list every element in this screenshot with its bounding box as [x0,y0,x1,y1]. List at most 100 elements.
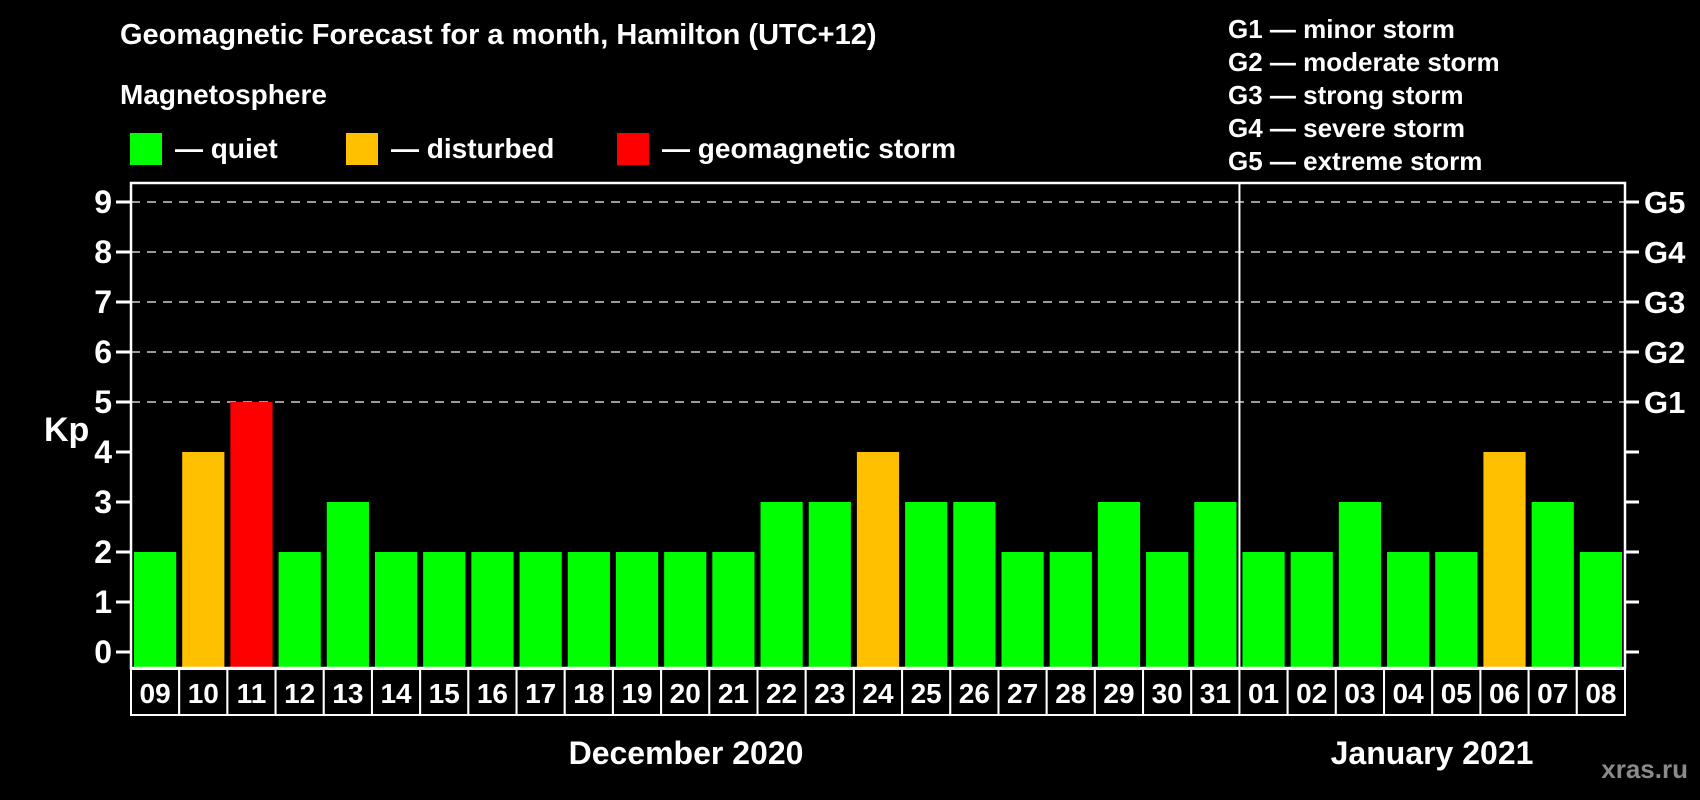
date-cell-26 [949,668,1000,716]
date-cell-15 [419,668,470,716]
chart-subtitle: Magnetosphere [120,79,327,110]
kp-bar-20 [664,552,707,668]
date-cell-20 [660,668,711,716]
date-label-04: 04 [1393,678,1425,709]
date-cell-31 [1190,668,1241,716]
kp-bar-27 [1001,552,1044,668]
date-cell-01 [1238,668,1289,716]
kp-bar-08 [1579,552,1622,668]
kp-bar-18 [567,552,610,668]
kp-bar-06 [1483,452,1526,668]
kp-bar-24 [856,452,900,668]
date-label-22: 22 [766,678,797,709]
date-cell-17 [515,668,566,716]
g-level-gridlines [131,201,1625,403]
date-cell-19 [611,668,663,716]
g-scale-line-g4: G4 — severe storm [1228,113,1466,143]
g-scale-legend: G1 — minor storm G2 — moderate storm G3 … [1228,13,1500,178]
kp-bar-13 [326,502,369,668]
kp-bar-22 [760,502,803,668]
date-label-20: 20 [670,678,701,709]
date-label-09: 09 [140,678,171,709]
legend-item-storm: — geomagnetic storm [617,132,956,166]
date-label-23: 23 [814,678,845,709]
y-tick-label-2: 2 [94,534,112,570]
date-label-16: 16 [477,678,508,709]
g-scale-line-g2: G2 — moderate storm [1228,47,1500,77]
watermark: xras.ru [1601,754,1688,784]
y-tick-label-3: 3 [94,484,112,520]
kp-bar-04 [1387,552,1430,668]
date-label-31: 31 [1200,678,1231,709]
kp-bar-12 [278,552,321,668]
g-scale-line-g5: G5 — extreme storm [1228,146,1483,176]
date-label-18: 18 [573,678,604,709]
right-axis-label-g1: G1 [1644,385,1685,420]
date-cell-18 [563,668,614,716]
kp-bar-15 [423,552,466,668]
date-cell-09 [130,668,181,716]
kp-bar-28 [1049,552,1092,668]
kp-bar-01 [1242,552,1285,668]
kp-bar-05 [1435,552,1478,668]
date-label-14: 14 [380,678,412,709]
date-label-19: 19 [621,678,652,709]
kp-bar-07 [1531,502,1574,668]
g-scale-line-g3: G3 — strong storm [1228,80,1464,110]
legend-label-quiet: — quiet [175,133,278,164]
date-label-28: 28 [1055,678,1086,709]
date-label-05: 05 [1441,678,1472,709]
date-cell-14 [370,668,422,716]
legend-item-disturbed: — disturbed [346,132,554,166]
date-label-26: 26 [959,678,990,709]
y-tick-label-4: 4 [94,434,112,470]
date-label-07: 07 [1537,678,1568,709]
date-cell-07 [1527,668,1578,716]
kp-bar-23 [808,502,851,668]
date-label-27: 27 [1007,678,1038,709]
date-cell-24 [852,668,904,716]
date-label-10: 10 [188,678,219,709]
date-axis-row: 09 10 11 12 13 14 15 16 17 18 19 20 21 22 23 24 25 26 27 28… [130,668,1626,716]
date-cell-29 [1093,668,1145,716]
date-label-08: 08 [1585,678,1616,709]
date-cell-22 [756,668,807,716]
y-tick-label-5: 5 [94,384,112,420]
date-label-25: 25 [911,678,942,709]
y-tick-label-6: 6 [94,334,112,370]
date-label-11: 11 [237,678,267,709]
right-axis-label-g4: G4 [1644,235,1686,270]
kp-bar-10 [182,452,225,668]
kp-bar-03 [1338,502,1382,668]
date-label-17: 17 [525,678,556,709]
kp-bar-31 [1194,502,1237,668]
y-tick-label-8: 8 [94,234,112,270]
month-label-january: January 2021 [1330,735,1534,771]
legend-item-quiet: — quiet [130,132,278,166]
date-label-30: 30 [1152,678,1183,709]
y-tick-label-0: 0 [94,634,112,670]
kp-bar-16 [471,552,514,668]
date-label-13: 13 [332,678,363,709]
date-cell-05 [1431,668,1482,716]
date-cell-02 [1286,668,1337,716]
date-label-15: 15 [429,678,460,709]
date-cell-27 [997,668,1048,716]
legend-label-storm: — geomagnetic storm [662,133,957,164]
date-label-12: 12 [284,678,315,709]
kp-bar-09 [134,552,177,668]
kp-bar-19 [615,552,659,668]
y-tick-label-7: 7 [94,284,112,320]
kp-bar-17 [519,552,562,668]
kp-bar-14 [374,552,418,668]
y-axis-title: Kp [44,411,89,449]
g-axis-labels: G1 G2 G3 G4 G5 [1644,185,1686,420]
kp-bar-26 [953,502,996,668]
y-tick-label-9: 9 [94,184,112,220]
kp-bar-02 [1290,552,1333,668]
disturbed-color-swatch [346,133,378,165]
kp-bar-30 [1146,552,1189,668]
date-label-21: 21 [718,678,749,709]
date-cell-08 [1575,668,1626,716]
right-axis-label-g5: G5 [1644,185,1685,220]
